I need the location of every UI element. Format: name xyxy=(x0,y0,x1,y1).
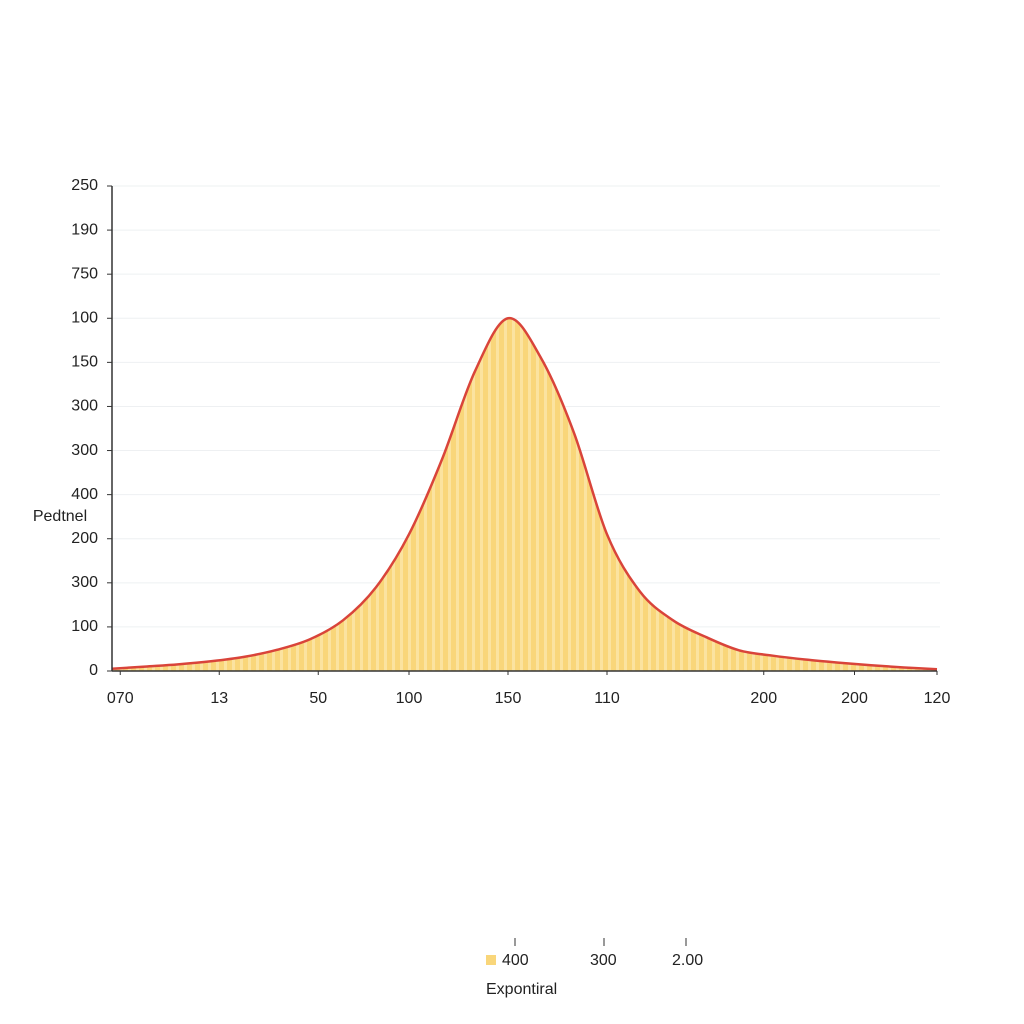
x-tick-label: 100 xyxy=(396,690,423,707)
x-tick-label: 070 xyxy=(107,690,134,707)
x-tick-label: 50 xyxy=(309,690,327,707)
x-tick-label: 200 xyxy=(841,690,868,707)
legend-entry: 400 xyxy=(502,952,529,969)
legend-entry: 2.00 xyxy=(672,952,703,969)
x-tick-label: 200 xyxy=(750,690,777,707)
area-fill xyxy=(112,318,937,671)
y-tick-label: 300 xyxy=(71,398,98,415)
y-tick-label: 750 xyxy=(71,265,98,282)
y-tick-label: 100 xyxy=(71,618,98,635)
x-tick-label: 110 xyxy=(594,690,620,707)
y-tick-label: 190 xyxy=(71,221,98,238)
legend-swatch xyxy=(486,955,496,965)
y-tick-label: 200 xyxy=(71,530,98,547)
y-tick-label: 250 xyxy=(71,177,98,194)
legend-title: Expontiral xyxy=(486,981,557,998)
x-tick-label: 13 xyxy=(210,690,228,707)
y-tick-label: 0 xyxy=(89,662,98,679)
y-tick-label: 150 xyxy=(71,354,98,371)
y-tick-label: 100 xyxy=(71,309,98,326)
y-axis-label: Pedtnel xyxy=(33,508,87,525)
x-tick-label: 150 xyxy=(495,690,522,707)
area-line xyxy=(111,317,938,671)
y-tick-label: 300 xyxy=(71,442,98,459)
legend-entry: 300 xyxy=(590,952,617,969)
y-tick-label: 400 xyxy=(71,486,98,503)
x-tick-label: 120 xyxy=(924,690,951,707)
y-tick-label: 300 xyxy=(71,574,98,591)
